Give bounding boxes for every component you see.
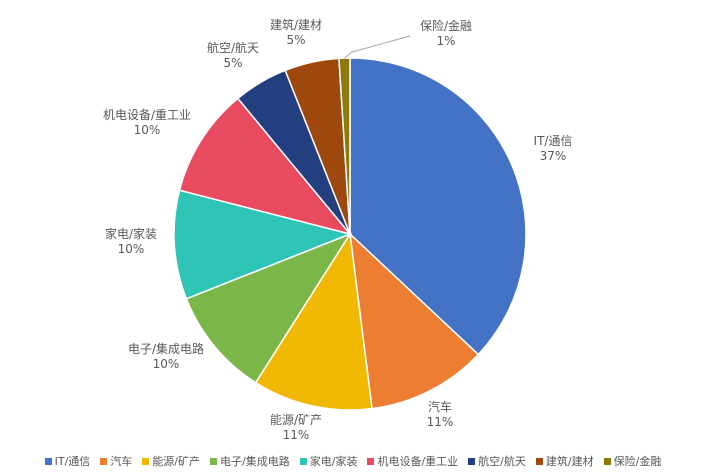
pie-slice-finance bbox=[338, 57, 351, 235]
slice-value-electronics: 10% bbox=[153, 357, 180, 371]
slice-value-finance: 1% bbox=[436, 34, 455, 48]
pie-slice-appliance bbox=[173, 189, 353, 300]
slice-label-it: IT/通信 bbox=[534, 134, 573, 148]
legend-item-aerospace: 航空/航天 bbox=[468, 453, 526, 469]
slice-labels: IT/通信37%汽车11%能源/矿产11%电子/集成电路10%家电/家装10%机… bbox=[103, 17, 572, 442]
legend-swatch-it bbox=[44, 457, 52, 465]
slice-label-appliance: 家电/家装 bbox=[105, 226, 157, 241]
pie-slice-machinery bbox=[178, 97, 353, 236]
legend-label-construction: 建筑/建材 bbox=[545, 455, 594, 468]
pie-slice-electronics bbox=[185, 232, 352, 384]
pie-slice-auto bbox=[348, 232, 480, 410]
legend-swatch-electronics bbox=[210, 457, 218, 465]
legend-swatch-construction bbox=[535, 457, 543, 465]
legend-swatch-finance bbox=[603, 457, 611, 465]
slice-value-machinery: 10% bbox=[134, 123, 161, 137]
legend: IT/通信 汽车 能源/矿产 电子/集成电路 家电/家装 机电设备/重工业 航空/航天 建筑/… bbox=[0, 452, 706, 470]
slice-label-construction: 建筑/建材 bbox=[270, 17, 322, 32]
legend-item-electronics: 电子/集成电路 bbox=[210, 453, 290, 469]
legend-item-machinery: 机电设备/重工业 bbox=[367, 453, 458, 469]
pie-slices bbox=[173, 57, 527, 411]
legend-swatch-aerospace bbox=[468, 457, 476, 465]
slice-label-machinery: 机电设备/重工业 bbox=[103, 108, 191, 122]
legend-swatch-machinery bbox=[367, 457, 375, 465]
legend-label-it: IT/通信 bbox=[54, 455, 91, 468]
pie-chart: IT/通信37%汽车11%能源/矿产11%电子/集成电路10%家电/家装10%机… bbox=[103, 17, 572, 442]
legend-label-energy: 能源/矿产 bbox=[152, 455, 201, 468]
legend-item-auto: 汽车 bbox=[100, 453, 132, 469]
leader-line-finance bbox=[344, 35, 411, 59]
legend-item-energy: 能源/矿产 bbox=[142, 453, 200, 469]
slice-value-auto: 11% bbox=[427, 415, 454, 429]
pie-slice-energy bbox=[254, 231, 373, 411]
legend-swatch-auto bbox=[100, 457, 108, 465]
legend-label-electronics: 电子/集成电路 bbox=[220, 455, 290, 468]
legend-swatch-appliance bbox=[299, 457, 307, 465]
legend-item-construction: 建筑/建材 bbox=[535, 453, 594, 469]
slice-value-energy: 11% bbox=[283, 428, 310, 442]
pie-slice-it bbox=[349, 57, 527, 356]
legend-label-auto: 汽车 bbox=[110, 455, 133, 468]
slice-value-aerospace: 5% bbox=[223, 56, 242, 70]
slice-label-auto: 汽车 bbox=[428, 399, 452, 414]
legend-item-finance: 保险/金融 bbox=[603, 453, 662, 469]
slice-value-appliance: 10% bbox=[118, 242, 145, 256]
legend-label-appliance: 家电/家装 bbox=[309, 455, 358, 468]
slice-label-electronics: 电子/集成电路 bbox=[128, 341, 204, 356]
legend-item-appliance: 家电/家装 bbox=[299, 453, 358, 469]
legend-item-it: IT/通信 bbox=[44, 453, 91, 469]
legend-swatch-energy bbox=[142, 457, 150, 465]
slice-label-aerospace: 航空/航天 bbox=[207, 40, 259, 55]
slice-value-construction: 5% bbox=[286, 33, 305, 47]
slice-label-finance: 保险/金融 bbox=[420, 18, 472, 33]
slice-label-energy: 能源/矿产 bbox=[270, 413, 322, 427]
legend-label-aerospace: 航空/航天 bbox=[478, 455, 526, 468]
legend-label-machinery: 机电设备/重工业 bbox=[377, 455, 459, 468]
slice-value-it: 37% bbox=[540, 149, 567, 163]
legend-label-finance: 保险/金融 bbox=[613, 455, 662, 468]
